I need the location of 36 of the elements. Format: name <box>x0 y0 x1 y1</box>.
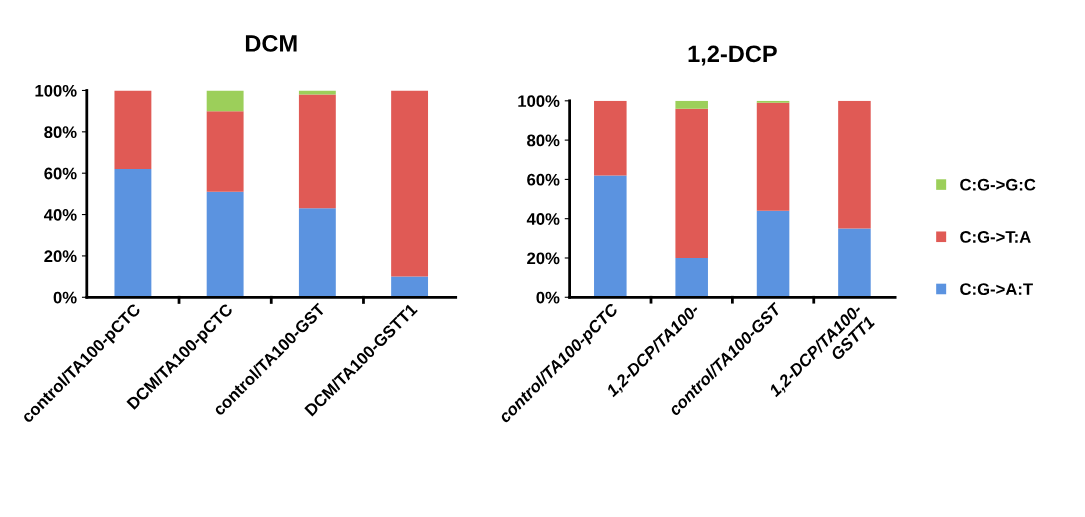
bar <box>391 276 429 298</box>
bar <box>838 228 871 298</box>
bar <box>675 108 708 258</box>
bar <box>756 102 790 211</box>
bar <box>206 191 244 298</box>
y-tick-label: 80% <box>527 134 560 147</box>
bar <box>391 90 429 277</box>
y-tick-label: 0% <box>536 291 560 304</box>
y-tick-label: 40% <box>43 208 77 221</box>
bar <box>675 257 708 298</box>
bar <box>756 210 790 298</box>
chart-title: 1,2-DCP <box>688 45 777 66</box>
chart-title: DCM <box>245 35 297 52</box>
y-tick-label: 20% <box>527 252 560 265</box>
y-tick-label: 60% <box>44 167 77 180</box>
bar <box>206 90 244 112</box>
y-tick-label: 60% <box>527 173 560 186</box>
legend-label: C:G->T:A <box>960 231 1031 243</box>
bar <box>838 100 871 229</box>
legend-label: C:G->G:C <box>960 178 1036 191</box>
bar <box>675 100 708 109</box>
bar <box>114 169 152 298</box>
bar <box>114 90 152 170</box>
bar <box>594 100 627 176</box>
y-tick-label: 100% <box>518 95 560 108</box>
bar <box>206 111 244 192</box>
y-tick-label: 0% <box>53 291 77 304</box>
y-tick-label: 40% <box>526 213 560 225</box>
y-tick-label: 100% <box>35 84 77 97</box>
y-tick-label: 80% <box>44 126 77 139</box>
bar <box>594 175 627 298</box>
bar <box>298 208 336 298</box>
bar <box>298 94 336 209</box>
y-tick-label: 20% <box>44 250 77 263</box>
legend-label: C:G->A:T <box>960 283 1033 296</box>
bar <box>298 90 336 95</box>
